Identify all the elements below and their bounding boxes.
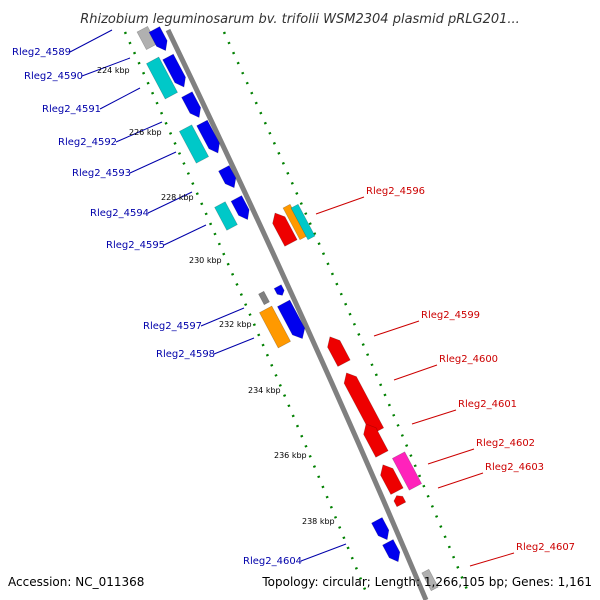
reverse-gene-label[interactable]: Rleg2_4602 <box>476 438 535 449</box>
label-connectors <box>69 29 515 567</box>
tick-label: 230 kbp <box>189 256 222 265</box>
topology-text: Topology: circular; Length: 1,266,105 bp… <box>261 575 592 589</box>
gene-rleg2-4597-arrow[interactable] <box>273 284 286 298</box>
reverse-gene-label[interactable]: Rleg2_4607 <box>516 542 575 553</box>
gene-rleg2-4593-arrow[interactable] <box>218 165 240 190</box>
gene-rleg2-4601[interactable] <box>360 421 389 458</box>
reverse-gene-label[interactable]: Rleg2_4599 <box>421 310 480 321</box>
outer-dotted-track <box>123 31 368 593</box>
gene-rleg2-4596-red[interactable] <box>269 210 298 247</box>
reverse-gene-label[interactable]: Rleg2_4601 <box>458 399 517 410</box>
gene-rleg2-4590-arrow[interactable] <box>162 53 190 90</box>
forward-gene-label[interactable]: Rleg2_4591 <box>42 104 101 115</box>
forward-label-connector <box>163 224 207 246</box>
gene-rleg2-4592-block[interactable] <box>178 124 210 164</box>
forward-gene-label[interactable]: Rleg2_4589 <box>12 47 71 58</box>
gene-rleg2-4604-a[interactable] <box>371 517 393 542</box>
forward-label-connector <box>115 121 163 143</box>
gene-rleg2-4590-block[interactable] <box>146 56 178 100</box>
tick-label: 226 kbp <box>129 128 162 137</box>
reverse-label-connector <box>469 552 515 567</box>
forward-gene-label[interactable]: Rleg2_4594 <box>90 208 149 219</box>
forward-gene-label[interactable]: Rleg2_4593 <box>72 168 131 179</box>
forward-gene-label[interactable]: Rleg2_4598 <box>156 349 215 360</box>
gene-rleg2-4604-b[interactable] <box>382 539 404 564</box>
forward-gene-label[interactable]: Rleg2_4597 <box>143 321 202 332</box>
gene-rleg2-4594-arrow[interactable] <box>230 195 253 223</box>
gene-rleg2-4598-arrow[interactable] <box>277 299 308 342</box>
forward-label-connector <box>147 191 193 214</box>
gene-rleg2-4603[interactable] <box>391 451 423 491</box>
gene-rleg2-4607[interactable] <box>421 568 439 592</box>
reverse-gene-label[interactable]: Rleg2_4596 <box>366 186 425 197</box>
gene-rleg2-4592-arrow[interactable] <box>196 119 224 156</box>
gene-rleg2-4599[interactable] <box>324 333 351 367</box>
gene-labels: Rleg2_4589 Rleg2_4590 Rleg2_4591 Rleg2_4592… <box>12 47 575 567</box>
forward-label-connector <box>200 307 245 327</box>
tick-label: 228 kbp <box>161 193 194 202</box>
tick-label: 238 kbp <box>302 517 335 526</box>
tick-label: 224 kbp <box>97 66 130 75</box>
forward-label-connector <box>300 543 347 562</box>
reverse-gene-label[interactable]: Rleg2_4600 <box>439 354 498 365</box>
gene-rleg2-4589-arrow[interactable] <box>148 26 171 54</box>
reverse-label-connector <box>393 364 438 381</box>
reverse-gene-label[interactable]: Rleg2_4603 <box>485 462 544 473</box>
reverse-label-connector <box>373 320 420 337</box>
gene-rleg2-4594-block[interactable] <box>214 201 238 231</box>
accession-text: Accession: NC_011368 <box>8 575 144 589</box>
gene-rleg2-4603-tip[interactable] <box>392 493 407 508</box>
reverse-label-connector <box>411 409 457 425</box>
forward-gene-label[interactable]: Rleg2_4590 <box>24 71 83 82</box>
gene-rleg2-4591-arrow[interactable] <box>181 91 205 121</box>
forward-label-connector <box>69 29 113 53</box>
reverse-label-connector <box>427 448 475 465</box>
genome-backbone <box>165 28 429 600</box>
kbp-ticks: 224 kbp 226 kbp 228 kbp 230 kbp 232 kbp 234 k… <box>97 66 335 526</box>
gene-rleg2-4600[interactable] <box>340 370 385 435</box>
gene-rleg2-4597-small[interactable] <box>258 290 270 306</box>
tick-label: 234 kbp <box>248 386 281 395</box>
tick-label: 236 kbp <box>274 451 307 460</box>
forward-label-connector <box>81 57 131 77</box>
gene-rleg2-4598-block[interactable] <box>259 305 291 349</box>
forward-label-connector <box>129 151 177 174</box>
tick-label: 232 kbp <box>219 320 252 329</box>
map-title: Rhizobium leguminosarum bv. trifolii WSM… <box>80 12 520 27</box>
reverse-label-connector <box>315 196 365 215</box>
forward-gene-label[interactable]: Rleg2_4592 <box>58 137 117 148</box>
dotted-tracks <box>123 31 470 593</box>
gene-rleg2-4596-cyan[interactable] <box>290 203 316 241</box>
reverse-label-connector <box>437 472 484 489</box>
forward-gene-label[interactable]: Rleg2_4604 <box>243 556 302 567</box>
forward-label-connector <box>99 87 141 110</box>
gene-rleg2-4602[interactable] <box>377 461 404 495</box>
forward-gene-label[interactable]: Rleg2_4595 <box>106 240 165 251</box>
forward-label-connector <box>213 337 255 355</box>
gene-features <box>136 25 439 592</box>
